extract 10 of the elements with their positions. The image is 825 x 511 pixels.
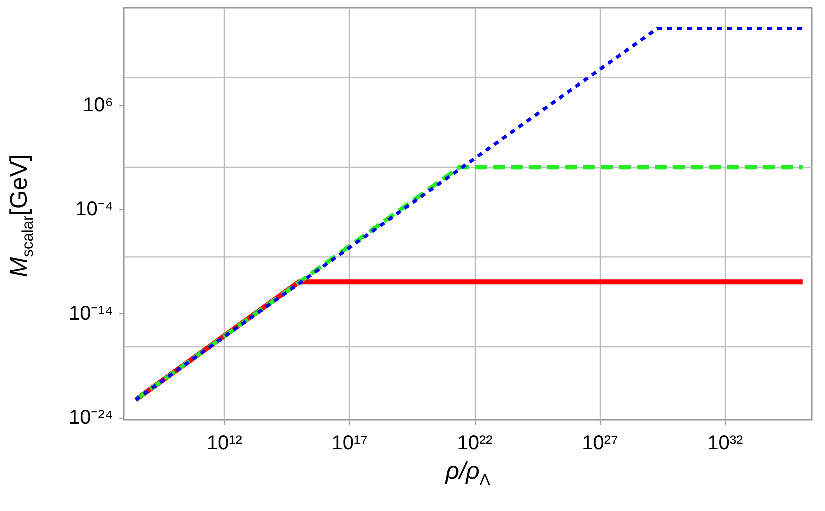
x-tick-label: 10²⁷ [582, 432, 618, 454]
y-tick-label: 10⁶ [83, 94, 114, 116]
y-tick-label: 10⁻²⁴ [69, 407, 114, 430]
y-tick-label: 10⁻⁴ [76, 198, 114, 221]
x-tick-label: 10²² [457, 432, 494, 454]
x-tick-label: 10¹² [206, 432, 243, 454]
y-tick-label: 10⁻¹⁴ [69, 302, 114, 325]
x-tick-label: 10³² [708, 432, 744, 454]
x-tick-label: 10¹⁷ [332, 432, 368, 454]
x-axis-title: ρ/ρ$_{Λ}$ [446, 458, 490, 489]
